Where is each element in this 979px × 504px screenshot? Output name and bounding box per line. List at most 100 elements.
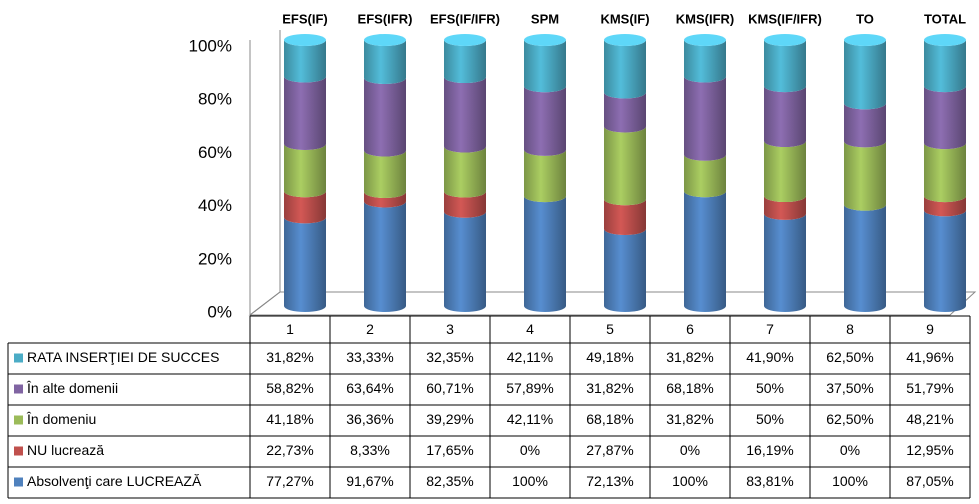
cylinder-segment bbox=[524, 40, 566, 93]
table-cell: 50% bbox=[756, 411, 784, 427]
cylinder-segment bbox=[844, 204, 886, 312]
table-cell: 31,82% bbox=[666, 411, 713, 427]
cylinder-segment bbox=[764, 213, 806, 312]
table-cell: 100% bbox=[512, 473, 548, 489]
table-cell: 63,64% bbox=[346, 380, 393, 396]
table-cell: 91,67% bbox=[346, 473, 393, 489]
group-label: TOTAL bbox=[924, 11, 966, 26]
y-tick-label: 100% bbox=[189, 36, 232, 55]
cylinder-segment bbox=[444, 146, 486, 198]
cylinder-segment bbox=[764, 40, 806, 93]
table-cell: 31,82% bbox=[266, 349, 313, 365]
table-cell: 50% bbox=[756, 380, 784, 396]
cylinder-segment bbox=[284, 217, 326, 312]
table-cell: 57,89% bbox=[506, 380, 553, 396]
table-cell: 37,50% bbox=[826, 380, 873, 396]
cylinder-segment bbox=[364, 191, 406, 208]
legend-label: NU lucrează bbox=[27, 442, 104, 458]
x-tick-label: 6 bbox=[686, 321, 694, 337]
back-wall bbox=[249, 30, 281, 317]
table-cell: 0% bbox=[840, 442, 860, 458]
table-cell: 31,82% bbox=[586, 380, 633, 396]
table-cell: 82,35% bbox=[426, 473, 473, 489]
table-cell: 22,73% bbox=[266, 442, 313, 458]
table-cell: 100% bbox=[672, 473, 708, 489]
cylinder-segment bbox=[764, 196, 806, 220]
group-label: EFS(IFR) bbox=[358, 11, 413, 26]
cylinder-segment bbox=[364, 77, 406, 157]
group-label: TO bbox=[856, 11, 874, 26]
table-cell: 49,18% bbox=[586, 349, 633, 365]
cylinder-segment bbox=[924, 196, 966, 217]
y-tick-label: 40% bbox=[198, 196, 232, 215]
cylinder-segment bbox=[764, 86, 806, 148]
cylinder-segment bbox=[924, 143, 966, 203]
cylinder-segment bbox=[524, 196, 566, 312]
cylinder-segment bbox=[924, 210, 966, 312]
table-cell: 33,33% bbox=[346, 349, 393, 365]
cylinder-segment bbox=[844, 40, 886, 110]
legend-label: Absolvenţi care LUCREAZĂ bbox=[27, 473, 202, 489]
cylinder-segment bbox=[924, 40, 966, 93]
table-cell: 39,29% bbox=[426, 411, 473, 427]
cylinder-segment bbox=[364, 201, 406, 312]
table-cell: 68,18% bbox=[586, 411, 633, 427]
cylinder-segment bbox=[364, 40, 406, 84]
table-cell: 60,71% bbox=[426, 380, 473, 396]
cylinder-cap bbox=[924, 34, 966, 46]
cylinder-segment bbox=[684, 76, 726, 161]
cylinder-cap bbox=[684, 34, 726, 46]
table-cell: 36,36% bbox=[346, 411, 393, 427]
cylinder-segment bbox=[604, 199, 646, 236]
cylinder-segment bbox=[364, 150, 406, 198]
table-cell: 83,81% bbox=[746, 473, 793, 489]
legend-swatch bbox=[14, 415, 23, 425]
group-label: SPM bbox=[531, 11, 559, 26]
legend-label: În domeniu bbox=[26, 411, 96, 427]
cylinder-segment bbox=[524, 149, 566, 203]
table-cell: 72,13% bbox=[586, 473, 633, 489]
group-label: KMS(IF/IFR) bbox=[748, 11, 822, 26]
cylinder-segment bbox=[684, 40, 726, 83]
cylinder-segment bbox=[524, 86, 566, 156]
table-cell: 41,90% bbox=[746, 349, 793, 365]
cylinder-segment bbox=[444, 191, 486, 218]
cylinder-cap bbox=[844, 34, 886, 46]
table-cell: 41,96% bbox=[906, 349, 953, 365]
table-cell: 41,18% bbox=[266, 411, 313, 427]
table-cell: 62,50% bbox=[826, 349, 873, 365]
cylinder-segment bbox=[604, 40, 646, 99]
table-cell: 48,21% bbox=[906, 411, 953, 427]
cylinder-cap bbox=[524, 34, 566, 46]
x-tick-label: 9 bbox=[926, 321, 934, 337]
cylinder-cap bbox=[604, 34, 646, 46]
cylinder-segment bbox=[924, 86, 966, 150]
table-cell: 0% bbox=[520, 442, 540, 458]
cylinder-segment bbox=[284, 191, 326, 224]
table-cell: 16,19% bbox=[746, 442, 793, 458]
table-cell: 87,05% bbox=[906, 473, 953, 489]
table-cell: 42,11% bbox=[507, 411, 553, 427]
table-cell: 62,50% bbox=[826, 411, 873, 427]
table-cell: 68,18% bbox=[666, 380, 713, 396]
legend-swatch bbox=[14, 446, 23, 456]
legend-label: RATA INSERŢIEI DE SUCCES bbox=[27, 349, 219, 365]
table-cell: 100% bbox=[832, 473, 868, 489]
table-cell: 8,33% bbox=[350, 442, 390, 458]
table-cell: 31,82% bbox=[666, 349, 713, 365]
group-label: EFS(IF) bbox=[282, 11, 328, 26]
x-tick-label: 1 bbox=[286, 321, 294, 337]
table-cell: 32,35% bbox=[426, 349, 473, 365]
legend-swatch bbox=[14, 477, 23, 487]
x-tick-label: 7 bbox=[766, 321, 774, 337]
y-tick-label: 0% bbox=[207, 302, 232, 321]
group-label: EFS(IF/IFR) bbox=[430, 11, 500, 26]
table-cell: 0% bbox=[680, 442, 700, 458]
cylinder-segment bbox=[604, 92, 646, 133]
cylinder-cap bbox=[444, 34, 486, 46]
table-cell: 17,65% bbox=[426, 442, 473, 458]
cylinder-segment bbox=[604, 229, 646, 312]
cylinder-segment bbox=[844, 141, 886, 211]
table-cell: 77,27% bbox=[266, 473, 313, 489]
